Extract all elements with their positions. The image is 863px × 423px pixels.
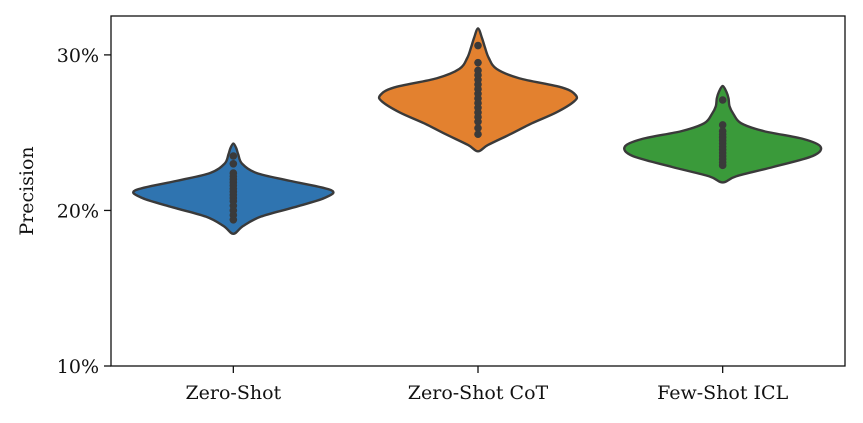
data-point: [718, 121, 727, 129]
data-point: [474, 41, 482, 50]
x-tick-label: Few-Shot ICL: [657, 382, 788, 404]
data-point: [229, 159, 238, 168]
y-tick-label: 30%: [57, 45, 99, 67]
data-point: [229, 169, 238, 177]
data-point: [718, 96, 727, 104]
y-tick-label: 20%: [57, 200, 99, 222]
data-point: [474, 58, 482, 67]
data-point: [229, 152, 238, 160]
y-axis-title: Precision: [16, 146, 38, 235]
points-layer: [229, 41, 727, 224]
x-tick-label: Zero-Shot CoT: [408, 382, 549, 404]
y-tick-label: 10%: [57, 356, 99, 378]
data-point: [718, 127, 727, 135]
x-axis: Zero-Shot Zero-Shot CoT Few-Shot ICL: [185, 366, 789, 404]
data-point: [474, 130, 482, 139]
data-point: [474, 124, 482, 132]
data-point: [474, 66, 482, 75]
x-tick-label: Zero-Shot: [185, 382, 281, 404]
y-axis: 10% 20% 30%: [57, 45, 111, 378]
